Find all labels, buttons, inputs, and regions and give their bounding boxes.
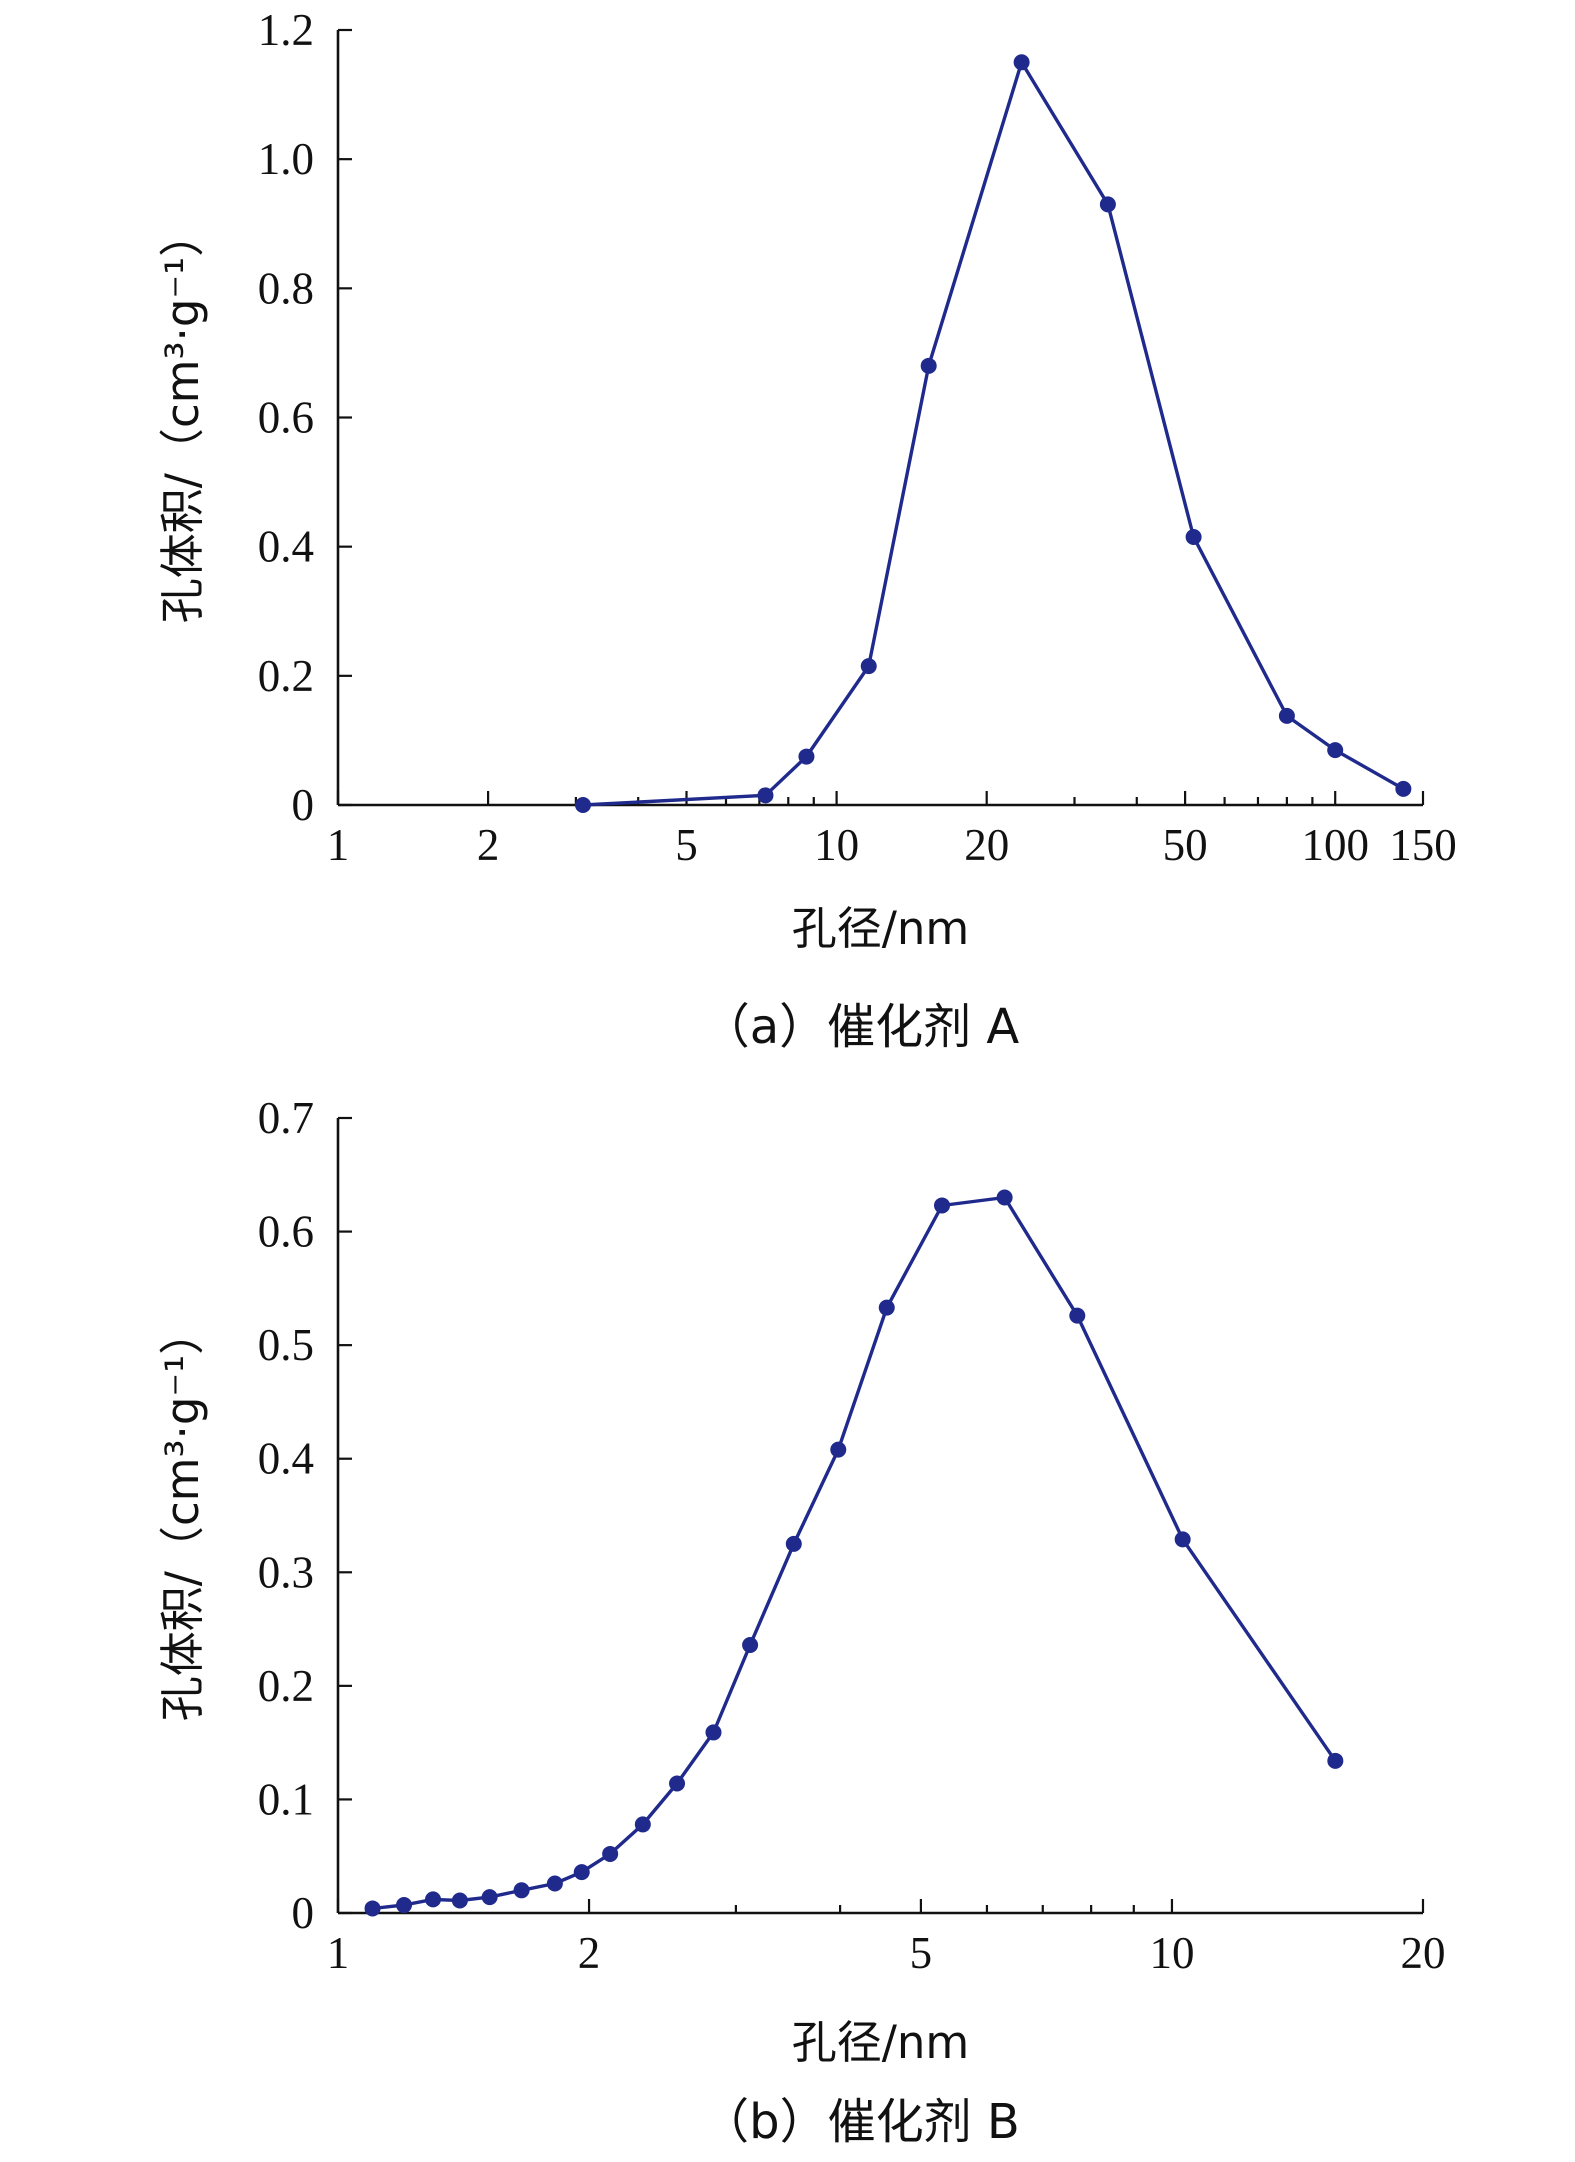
data-point	[705, 1724, 722, 1741]
data-point	[364, 1900, 381, 1917]
x-tick-label: 1	[327, 820, 350, 870]
y-tick-label: 0	[292, 780, 315, 830]
data-point	[1013, 54, 1030, 71]
x-tick-label: 5	[675, 820, 698, 870]
x-tick-label: 20	[964, 820, 1009, 870]
data-point	[1327, 1752, 1344, 1769]
y-tick-label: 0.6	[258, 393, 314, 443]
x-tick-label: 50	[1163, 820, 1208, 870]
y-tick-label: 0.6	[258, 1207, 314, 1257]
x-tick-label: 150	[1389, 820, 1457, 870]
y-tick-label: 0	[292, 1888, 315, 1938]
y-tick-label: 1.0	[258, 134, 314, 184]
data-point	[481, 1889, 498, 1906]
data-point	[1395, 780, 1412, 797]
y-tick-label: 0.2	[258, 651, 314, 701]
y-tick-label: 0.8	[258, 263, 314, 313]
data-point	[798, 748, 815, 765]
y-tick-label: 0.1	[258, 1774, 314, 1824]
data-point	[451, 1892, 468, 1909]
x-tick-label: 10	[814, 820, 859, 870]
series-line	[372, 1195, 1337, 1911]
data-point	[830, 1441, 847, 1458]
series-line	[582, 60, 1405, 807]
chart-panel-a: 0 0.2 0.4 0.6 0.8 1.0 1.2 1 2 5 10 20 50 100 150 孔体积/（c…	[156, 5, 1457, 1055]
x-tick-label: 20	[1401, 1928, 1446, 1978]
y-axis-title: 孔体积/（cm³·g⁻¹）	[156, 1310, 209, 1721]
data-point	[920, 357, 937, 374]
data-point	[996, 1189, 1013, 1206]
chart-panel-b: 0 0.1 0.2 0.3 0.4 0.5 0.6 0.7 1 2 5 10 20 孔体积/（cm³·g⁻…	[156, 1093, 1446, 2150]
data-point	[785, 1535, 802, 1552]
y-tick-label: 0.7	[258, 1093, 314, 1143]
data-point	[1069, 1307, 1086, 1324]
y-tick-label: 0.4	[258, 522, 314, 572]
data-point	[860, 658, 877, 675]
y-tick-label: 0.2	[258, 1661, 314, 1711]
y-tick-label: 0.4	[258, 1434, 314, 1484]
x-tick-label: 100	[1301, 820, 1369, 870]
data-point	[1327, 742, 1344, 759]
data-point	[634, 1816, 651, 1833]
x-tick-label: 1	[327, 1928, 350, 1978]
data-point	[425, 1891, 442, 1908]
data-point	[1278, 707, 1295, 724]
data-point	[573, 1864, 590, 1881]
y-tick-label: 0.5	[258, 1320, 314, 1370]
data-point	[742, 1636, 759, 1653]
data-point	[757, 787, 774, 804]
y-tick-label: 0.3	[258, 1547, 314, 1597]
data-point	[513, 1882, 530, 1899]
x-tick-label: 10	[1149, 1928, 1194, 1978]
data-point	[934, 1197, 951, 1214]
panel-caption: （a）催化剂 A	[702, 999, 1020, 1055]
data-point	[878, 1299, 895, 1316]
data-point	[1185, 528, 1202, 545]
x-axis-title: 孔径/nm	[792, 2016, 970, 2069]
data-point	[396, 1897, 413, 1914]
data-point	[574, 797, 591, 813]
data-point	[602, 1845, 619, 1862]
x-tick-label: 2	[477, 820, 500, 870]
data-point	[1099, 196, 1116, 213]
data-point	[546, 1875, 563, 1892]
x-axis-title: 孔径/nm	[792, 902, 970, 955]
x-tick-label: 5	[910, 1928, 933, 1978]
data-point	[669, 1775, 686, 1792]
panel-caption: （b）催化剂 B	[701, 2094, 1020, 2150]
y-tick-label: 1.2	[258, 5, 314, 55]
data-point	[1174, 1531, 1191, 1548]
x-tick-label: 2	[578, 1928, 601, 1978]
y-axis-title: 孔体积/（cm³·g⁻¹）	[156, 212, 209, 623]
